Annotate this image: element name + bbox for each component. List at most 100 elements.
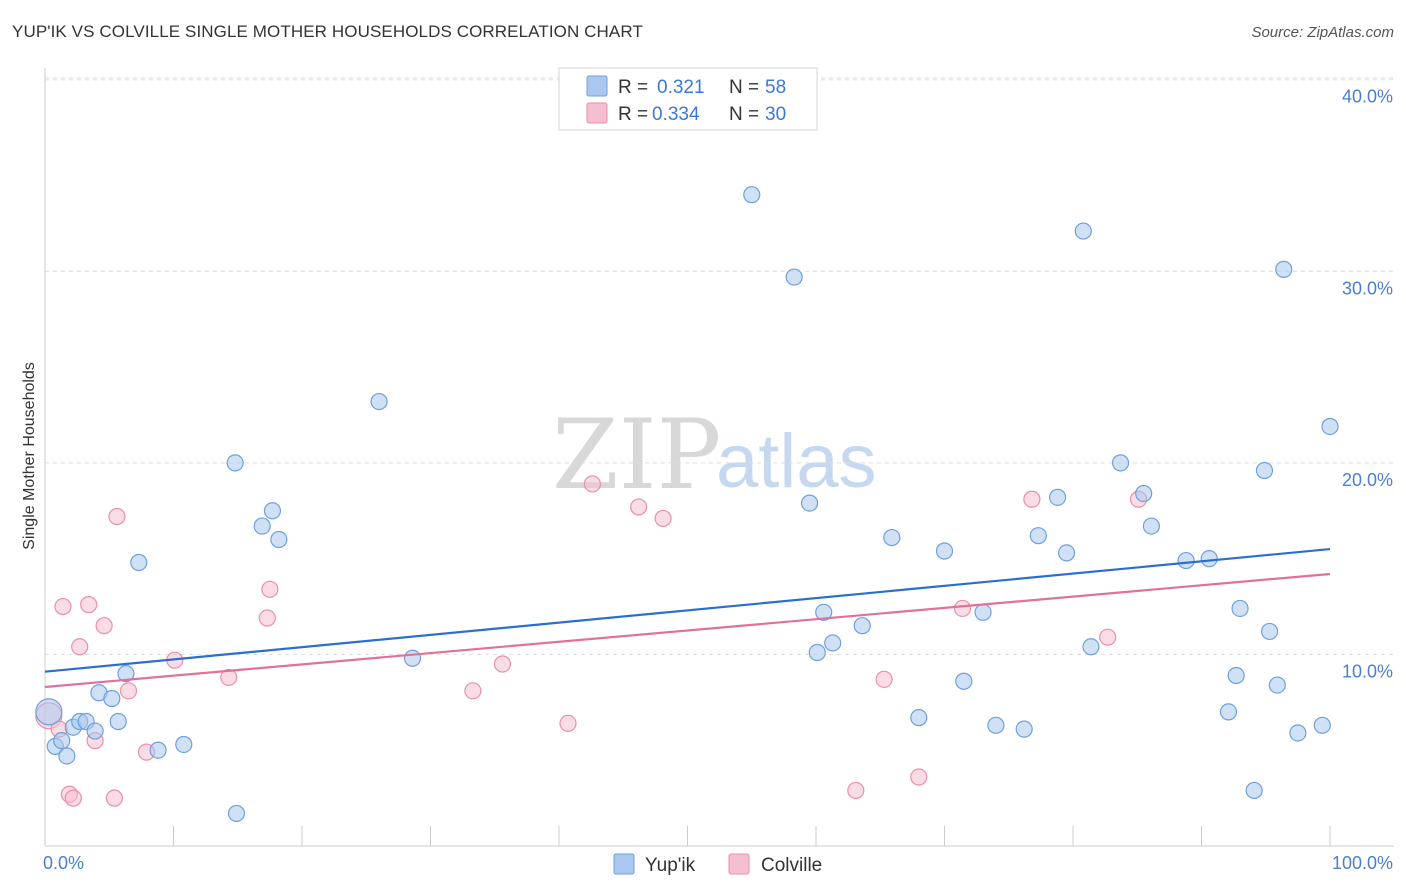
correlation-legend: R = 0.321 N = 58 R = 0.334 N = 30 [558,67,818,131]
yupik-point-54 [1289,724,1307,742]
colville-point-24 [875,670,893,688]
colville-point-28 [1099,628,1117,646]
yupik-point-31 [935,542,954,560]
legend-r-value-colville: 0.334 [652,104,700,125]
colville-points [35,475,1148,807]
legend-n-value-yupik: 58 [765,77,786,98]
yupik-point-18 [263,502,282,520]
yupik-point-2 [53,732,71,750]
yupik-point-45 [1200,550,1218,568]
colville-point-5 [71,638,89,656]
y-tick-label-1: 20.0% [1342,470,1393,490]
y-tick-labels: 10.0% 20.0% 30.0% 40.0% [1342,87,1393,682]
axes [44,68,1394,847]
yupik-point-26 [815,603,833,621]
yupik-point-53 [1275,260,1293,278]
yupik-point-28 [853,617,871,635]
yupik-point-27 [824,634,842,652]
legend-r-value-yupik: 0.321 [657,77,705,98]
yupik-point-42 [1135,484,1153,503]
legend-n-value-colville: 30 [765,104,786,125]
colville-point-15 [258,609,276,627]
yupik-point-23 [785,268,803,286]
x-tick-labels: 0.0% 100.0% [43,853,1393,873]
yupik-point-32 [955,672,973,690]
colville-point-22 [654,509,672,528]
y-tick-label-0: 10.0% [1342,661,1393,681]
series-legend: Yup'ik Colville [613,853,822,876]
colville-point-6 [80,596,98,614]
yupik-point-3 [58,747,76,765]
colville-point-26 [953,599,972,618]
yupik-point-50 [1255,461,1274,480]
yupik-point-10 [109,712,127,731]
yupik-point-55 [1313,716,1331,734]
yupik-point-9 [103,689,121,708]
y-axis-label: Single Mother Households [21,362,38,550]
yupik-point-38 [1057,544,1076,562]
yupik-point-14 [175,735,193,754]
y-tick-label-2: 30.0% [1342,278,1393,298]
yupik-point-52 [1268,676,1286,694]
yupik-point-34 [987,716,1005,734]
yupik-point-40 [1082,638,1100,656]
gridlines [45,77,1394,655]
source-credit: Source: ZipAtlas.com [1251,24,1394,41]
colville-point-10 [108,507,126,526]
yupik-point-41 [1111,454,1130,472]
yupik-point-44 [1177,551,1195,570]
yupik-point-51 [1261,622,1279,641]
colville-point-16 [261,580,279,598]
colville-point-4 [64,789,82,807]
colville-point-23 [847,781,865,800]
yupik-point-19 [270,530,288,549]
watermark-zip: ZIP [552,399,721,511]
colville-point-18 [493,655,512,673]
yupik-point-22 [743,186,761,204]
legend-r-label-colville: R = [618,104,648,125]
yupik-point-24 [800,494,819,512]
colville-point-20 [583,475,602,493]
yupik-point-25 [808,643,826,662]
yupik-point-29 [883,528,901,547]
series-legend-label-colville: Colville [761,855,822,876]
chart-title: YUP'IK VS COLVILLE SINGLE MOTHER HOUSEHO… [12,22,643,41]
yupik-point-21 [403,649,422,667]
colville-point-14 [220,668,238,687]
legend-n-label-yupik: N = [729,77,759,98]
yupik-point-33 [974,603,992,621]
yupik-points [35,186,1339,823]
colville-point-21 [630,498,648,516]
yupik-point-37 [1048,488,1067,506]
yupik-point-47 [1227,666,1245,685]
x-tick-label-0: 0.0% [43,853,84,873]
legend-swatch-yupik [586,75,608,97]
colville-point-2 [54,597,72,616]
yupik-point-36 [1029,527,1047,545]
yupik-point-12 [130,553,148,572]
yupik-point-46 [1219,703,1238,721]
watermark-atlas: atlas [716,419,877,504]
colville-point-19 [559,714,577,732]
series-legend-swatch-colville [728,853,750,875]
yupik-point-0 [35,698,63,726]
yupik-point-49 [1245,781,1263,800]
yupik-point-11 [117,664,135,683]
yupik-point-48 [1231,599,1249,618]
legend-n-label-colville: N = [729,104,759,125]
yupik-trend-line [44,547,1331,673]
yupik-point-43 [1142,517,1160,535]
colville-trend-line [44,572,1331,689]
yupik-point-16 [227,804,246,823]
yupik-point-17 [253,517,271,535]
colville-point-11 [119,682,138,700]
series-legend-label-yupik: Yup'ik [645,855,696,876]
yupik-point-35 [1015,720,1033,738]
x-tick-label-1: 100.0% [1332,853,1393,873]
series-legend-swatch-yupik [613,853,635,875]
yupik-point-30 [910,709,928,727]
yupik-point-56 [1321,417,1339,436]
trend-lines [44,547,1331,689]
colville-point-17 [464,682,482,700]
